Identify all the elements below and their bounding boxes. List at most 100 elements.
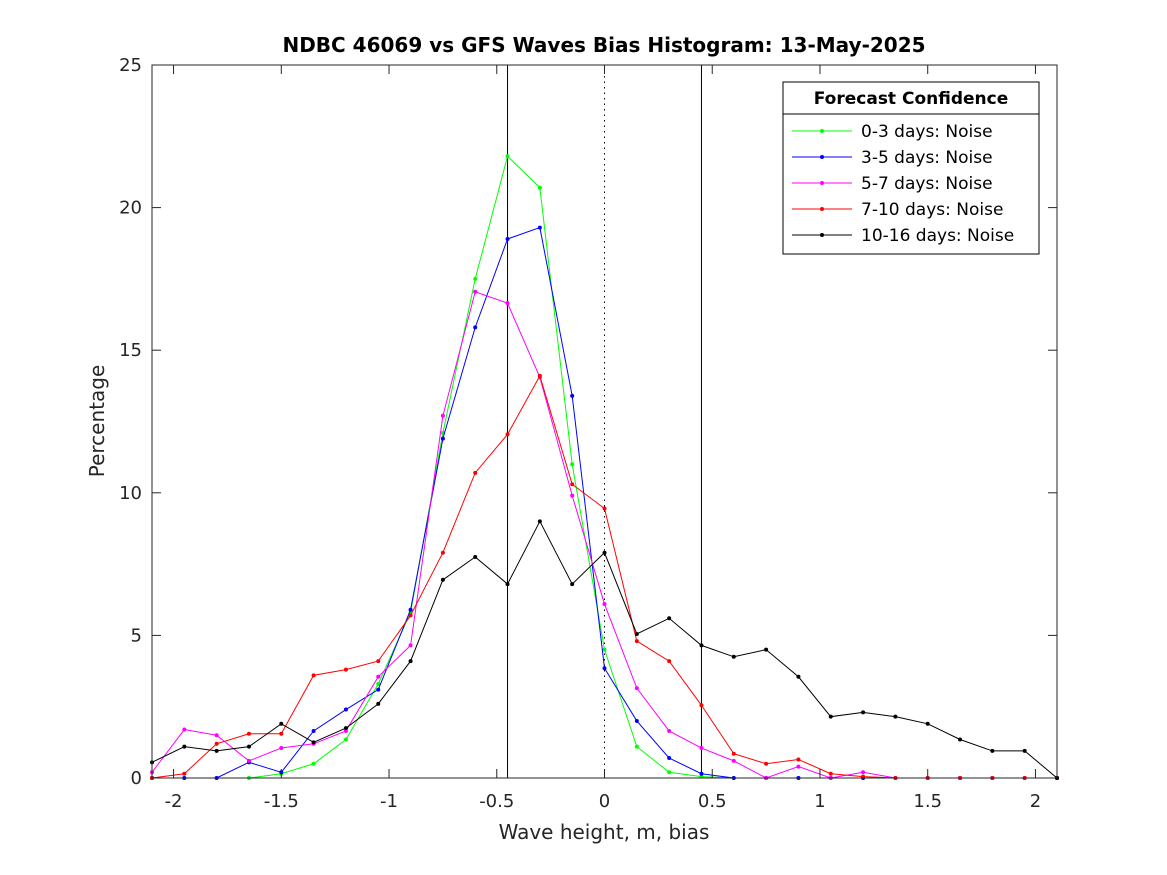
legend-entry-0: 0-3 days: Noise: [792, 122, 993, 142]
data-point: [796, 674, 801, 679]
data-point: [764, 761, 769, 766]
data-point: [731, 654, 736, 659]
legend-entry-1: 3-5 days: Noise: [792, 148, 993, 168]
x-tick-label: -2: [165, 791, 183, 812]
data-point: [440, 436, 445, 441]
y-axis-ticks: 0 5 10 15 20 25: [119, 55, 1057, 789]
data-point: [473, 554, 478, 559]
data-point: [376, 701, 381, 706]
y-tick-label: 5: [131, 625, 142, 646]
data-point: [699, 746, 704, 751]
data-point: [990, 748, 995, 753]
legend-entry-3: 7-10 days: Noise: [792, 200, 1003, 220]
data-point: [602, 506, 607, 511]
legend-entry-label: 3-5 days: Noise: [861, 148, 993, 168]
y-tick-label: 20: [119, 198, 142, 219]
legend-entry-label: 0-3 days: Noise: [861, 122, 993, 142]
data-point: [925, 721, 930, 726]
x-tick-label: -1.5: [264, 791, 299, 812]
data-point: [699, 771, 704, 776]
data-point: [246, 744, 251, 749]
data-point: [311, 761, 316, 766]
x-tick-label: 1: [814, 791, 825, 812]
data-point: [408, 643, 413, 648]
data-point: [440, 577, 445, 582]
x-tick-label: -1: [380, 791, 398, 812]
data-point: [796, 757, 801, 762]
y-tick-label: 10: [119, 483, 142, 504]
data-point: [570, 582, 575, 587]
data-point: [343, 707, 348, 712]
x-tick-label: 1.5: [913, 791, 942, 812]
data-point: [537, 185, 542, 190]
data-point: [893, 714, 898, 719]
data-point: [408, 607, 413, 612]
chart-title: NDBC 46069 vs GFS Waves Bias Histogram: …: [282, 33, 925, 57]
data-point: [505, 301, 510, 306]
data-point: [246, 758, 251, 763]
data-point: [570, 462, 575, 467]
data-point: [311, 740, 316, 745]
data-point: [537, 373, 542, 378]
legend-swatch-marker: [820, 233, 824, 237]
data-point: [602, 602, 607, 607]
data-point: [861, 770, 866, 775]
data-point: [343, 726, 348, 731]
data-point: [602, 647, 607, 652]
legend-entry-2: 5-7 days: Noise: [792, 174, 993, 194]
data-point: [667, 659, 672, 664]
data-point: [764, 647, 769, 652]
data-point: [376, 674, 381, 679]
data-point: [602, 550, 607, 555]
y-tick-label: 0: [131, 768, 142, 789]
data-point: [699, 643, 704, 648]
data-point: [634, 631, 639, 636]
legend-box: [782, 81, 1040, 255]
legend-swatch-marker: [820, 155, 824, 159]
data-point: [376, 659, 381, 664]
legend: Forecast Confidence 0-3 days: Noise 3-5 d…: [782, 81, 1040, 255]
legend-entry-label: 5-7 days: Noise: [861, 174, 993, 194]
y-tick-label: 15: [119, 340, 142, 361]
data-point: [246, 731, 251, 736]
data-point: [570, 493, 575, 498]
data-point: [408, 659, 413, 664]
data-point: [279, 721, 284, 726]
data-point: [828, 771, 833, 776]
legend-entries: 0-3 days: Noise 3-5 days: Noise 5-7 days: …: [792, 122, 1014, 246]
data-point: [796, 764, 801, 769]
data-point: [570, 482, 575, 487]
legend-swatch-marker: [820, 129, 824, 133]
data-point: [408, 613, 413, 618]
data-point: [376, 687, 381, 692]
reference-lines: [507, 65, 702, 778]
data-point: [505, 582, 510, 587]
data-point: [182, 771, 187, 776]
data-point: [440, 413, 445, 418]
data-point: [376, 681, 381, 686]
legend-title: Forecast Confidence: [814, 89, 1009, 109]
data-point: [634, 639, 639, 644]
data-point: [182, 744, 187, 749]
data-point: [667, 728, 672, 733]
legend-entry-label: 7-10 days: Noise: [861, 200, 1003, 220]
legend-swatch-marker: [820, 181, 824, 185]
series-4: [150, 519, 1059, 780]
data-point: [214, 748, 219, 753]
data-point: [634, 718, 639, 723]
data-point: [311, 673, 316, 678]
data-point: [667, 756, 672, 761]
data-point: [634, 686, 639, 691]
data-point: [440, 550, 445, 555]
data-point: [279, 731, 284, 736]
data-point: [473, 325, 478, 330]
data-point: [279, 746, 284, 751]
data-point: [214, 733, 219, 738]
data-point: [1022, 748, 1027, 753]
data-point: [473, 276, 478, 281]
x-tick-label: -0.5: [479, 791, 514, 812]
legend-entry-4: 10-16 days: Noise: [792, 226, 1014, 246]
data-point: [828, 714, 833, 719]
y-tick-label: 25: [119, 55, 142, 76]
data-point: [667, 770, 672, 775]
